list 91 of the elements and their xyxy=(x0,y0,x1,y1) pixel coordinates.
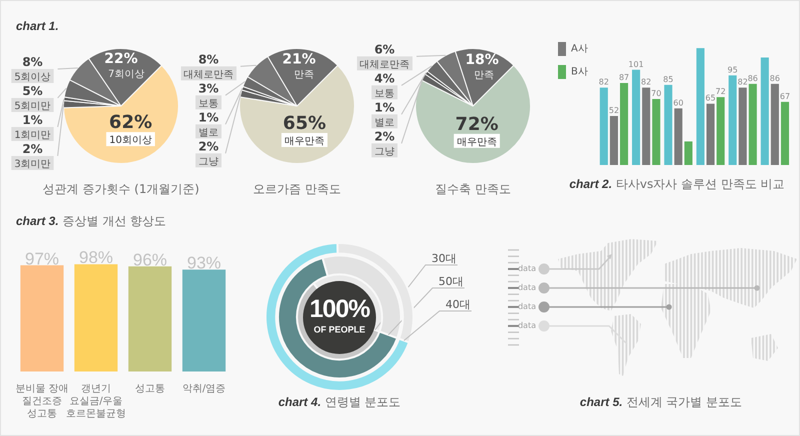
data-label: 1% xyxy=(198,110,219,124)
data-label: 86 xyxy=(770,74,780,83)
data-label: 18% xyxy=(465,52,499,68)
bar xyxy=(760,58,769,165)
slice-label: 10회이상 xyxy=(109,135,152,146)
data-label: 86 xyxy=(748,74,758,83)
text: data xyxy=(518,321,536,331)
text: 질수축 만족도 xyxy=(435,182,511,197)
bar xyxy=(728,75,737,165)
bar xyxy=(620,82,628,165)
data-label: 2% xyxy=(198,139,219,154)
caption: chart 1. xyxy=(16,19,59,33)
text: OF PEOPLE xyxy=(314,324,366,336)
slice-label: 50대 xyxy=(438,275,464,288)
data-label: 8% xyxy=(198,52,219,66)
bar xyxy=(664,84,672,165)
data-label: 70 xyxy=(651,89,662,98)
data-label: 62% xyxy=(109,112,152,134)
slice-label: 대체로만족 xyxy=(184,69,234,80)
data-label: 82 xyxy=(598,78,609,87)
text: data xyxy=(518,264,536,274)
data-label: 60 xyxy=(673,98,684,108)
data-label: 52 xyxy=(608,106,620,115)
data-label: 95 xyxy=(728,65,738,74)
text: 오르가즘 만족도 xyxy=(253,182,341,197)
data-label: 72 xyxy=(716,87,726,96)
data-label: 3% xyxy=(198,81,219,96)
data-label: 22% xyxy=(104,51,138,68)
data-label: 2% xyxy=(22,142,43,156)
slice-label: 보통 xyxy=(374,88,394,100)
data-label: 1% xyxy=(374,100,395,114)
slice-label: 매우만족 xyxy=(456,136,497,148)
bar xyxy=(780,102,790,165)
bar xyxy=(684,141,692,165)
text: data xyxy=(518,283,536,293)
slice-label: 3회미만 xyxy=(14,158,51,170)
text: 성관계 증가횟수 (1개월기준) xyxy=(42,182,200,197)
legend-label: B사 xyxy=(571,66,588,78)
data-label: 85 xyxy=(663,74,674,84)
text: chart 5. 전세계 국가별 분포도 xyxy=(580,395,742,410)
bar xyxy=(706,104,715,165)
data-label: 82 xyxy=(738,78,748,87)
slice-label: 보통 xyxy=(198,98,218,110)
slice-label: 대체로만족 xyxy=(360,59,410,70)
slice-label: 만족 xyxy=(294,69,314,80)
text: data xyxy=(518,302,536,312)
text: chart 2. 타사vs자사 솔루션 만족도 비교 xyxy=(569,177,785,192)
data-label: 2% xyxy=(374,129,395,144)
data-label: 72% xyxy=(455,114,498,135)
slice-label: 그냥 xyxy=(374,146,394,158)
bar xyxy=(652,99,660,165)
data-label: 6% xyxy=(374,42,395,56)
bar xyxy=(738,88,747,165)
data-label: 21% xyxy=(282,51,316,68)
slice-label: 만족 xyxy=(474,70,494,81)
x-tick-label: 갱년기 요실금/우울 호르몬불균형 xyxy=(66,383,126,420)
bar xyxy=(770,84,779,165)
bar xyxy=(696,48,704,165)
slice-label: 1회미만 xyxy=(14,130,51,141)
bar xyxy=(748,84,757,165)
data-label: 82 xyxy=(641,78,652,87)
bar xyxy=(600,88,608,165)
bar xyxy=(716,97,725,165)
slice-label: 5회미만 xyxy=(14,100,51,112)
text: 100% xyxy=(310,295,370,323)
data-label: 4% xyxy=(374,71,395,86)
data-label: 1% xyxy=(22,112,43,127)
slice-label: 7회이상 xyxy=(108,69,144,80)
slice-label: 매우만족 xyxy=(284,136,324,147)
data-label: 65 xyxy=(705,94,716,103)
x-tick-label: 성고통 xyxy=(135,383,165,394)
bar xyxy=(610,116,618,165)
slice-label: 5회이상 xyxy=(14,72,51,83)
data-label: 101 xyxy=(628,60,644,69)
bar xyxy=(642,88,650,165)
slice-label: 40대 xyxy=(446,298,470,311)
bar xyxy=(632,70,640,165)
data-label: 87 xyxy=(618,72,630,82)
data-label: 67 xyxy=(780,92,790,101)
bar xyxy=(674,108,682,165)
data-label: 5% xyxy=(22,84,43,98)
x-tick-label: 악취/염증 xyxy=(182,383,226,394)
text: chart 4. 연령별 분포도 xyxy=(278,395,401,410)
slice-label: 30대 xyxy=(432,252,456,265)
legend-label: A사 xyxy=(571,44,588,55)
slice-label: 별로 xyxy=(198,127,218,138)
data-label: 65% xyxy=(282,112,326,134)
data-label: 8% xyxy=(22,54,43,69)
slice-label: 그냥 xyxy=(198,156,218,168)
chart-title: chart 3. 증상별 개선 향상도 xyxy=(16,214,166,229)
slice-label: 별로 xyxy=(374,117,394,128)
